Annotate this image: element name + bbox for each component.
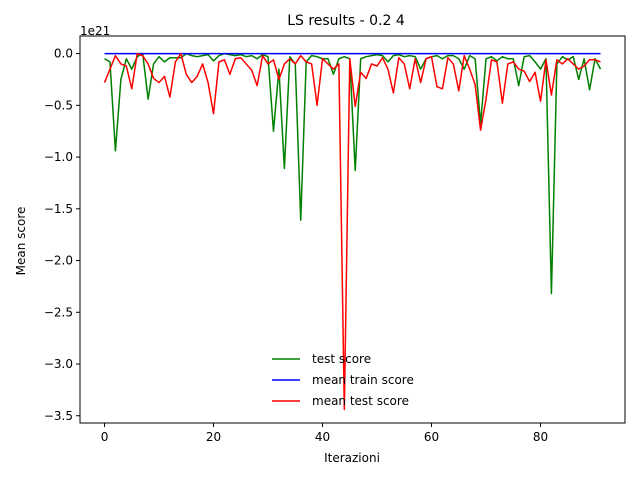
y-tick-label: −2.5 — [44, 305, 73, 319]
y-tick-label: −3.5 — [44, 409, 73, 423]
legend-label-3: mean test score — [312, 394, 409, 408]
series-line-3 — [103, 52, 601, 411]
legend-label-2: mean train score — [312, 373, 414, 387]
legend-label-1: test score — [312, 352, 371, 366]
y-tick-label: −3.0 — [44, 357, 73, 371]
legend: test score mean train score mean test scor… — [272, 352, 414, 408]
x-tick-label: 40 — [315, 430, 330, 444]
x-axis-ticks: 0 20 40 60 80 — [101, 423, 548, 444]
y-tick-label: −1.0 — [44, 150, 73, 164]
x-tick-label: 20 — [206, 430, 221, 444]
x-axis-label: Iterazioni — [324, 451, 380, 465]
x-tick-label: 60 — [424, 430, 439, 444]
y-tick-label: 0.0 — [54, 47, 73, 61]
y-tick-label: −0.5 — [44, 98, 73, 112]
y-tick-label: −2.0 — [44, 254, 73, 268]
series-line-1 — [104, 52, 602, 295]
y-tick-label: −1.5 — [44, 202, 73, 216]
x-tick-label: 0 — [101, 430, 109, 444]
y-offset-label: 1e21 — [80, 24, 110, 38]
chart-title: LS results - 0.2 4 — [287, 13, 405, 29]
series-layer — [103, 52, 602, 411]
y-axis-label: Mean score — [14, 207, 28, 276]
y-axis-ticks: 0.0 −0.5 −1.0 −1.5 −2.0 −2.5 −3.0 −3.5 — [44, 47, 80, 423]
x-tick-label: 80 — [533, 430, 548, 444]
plot-frame — [79, 35, 626, 424]
